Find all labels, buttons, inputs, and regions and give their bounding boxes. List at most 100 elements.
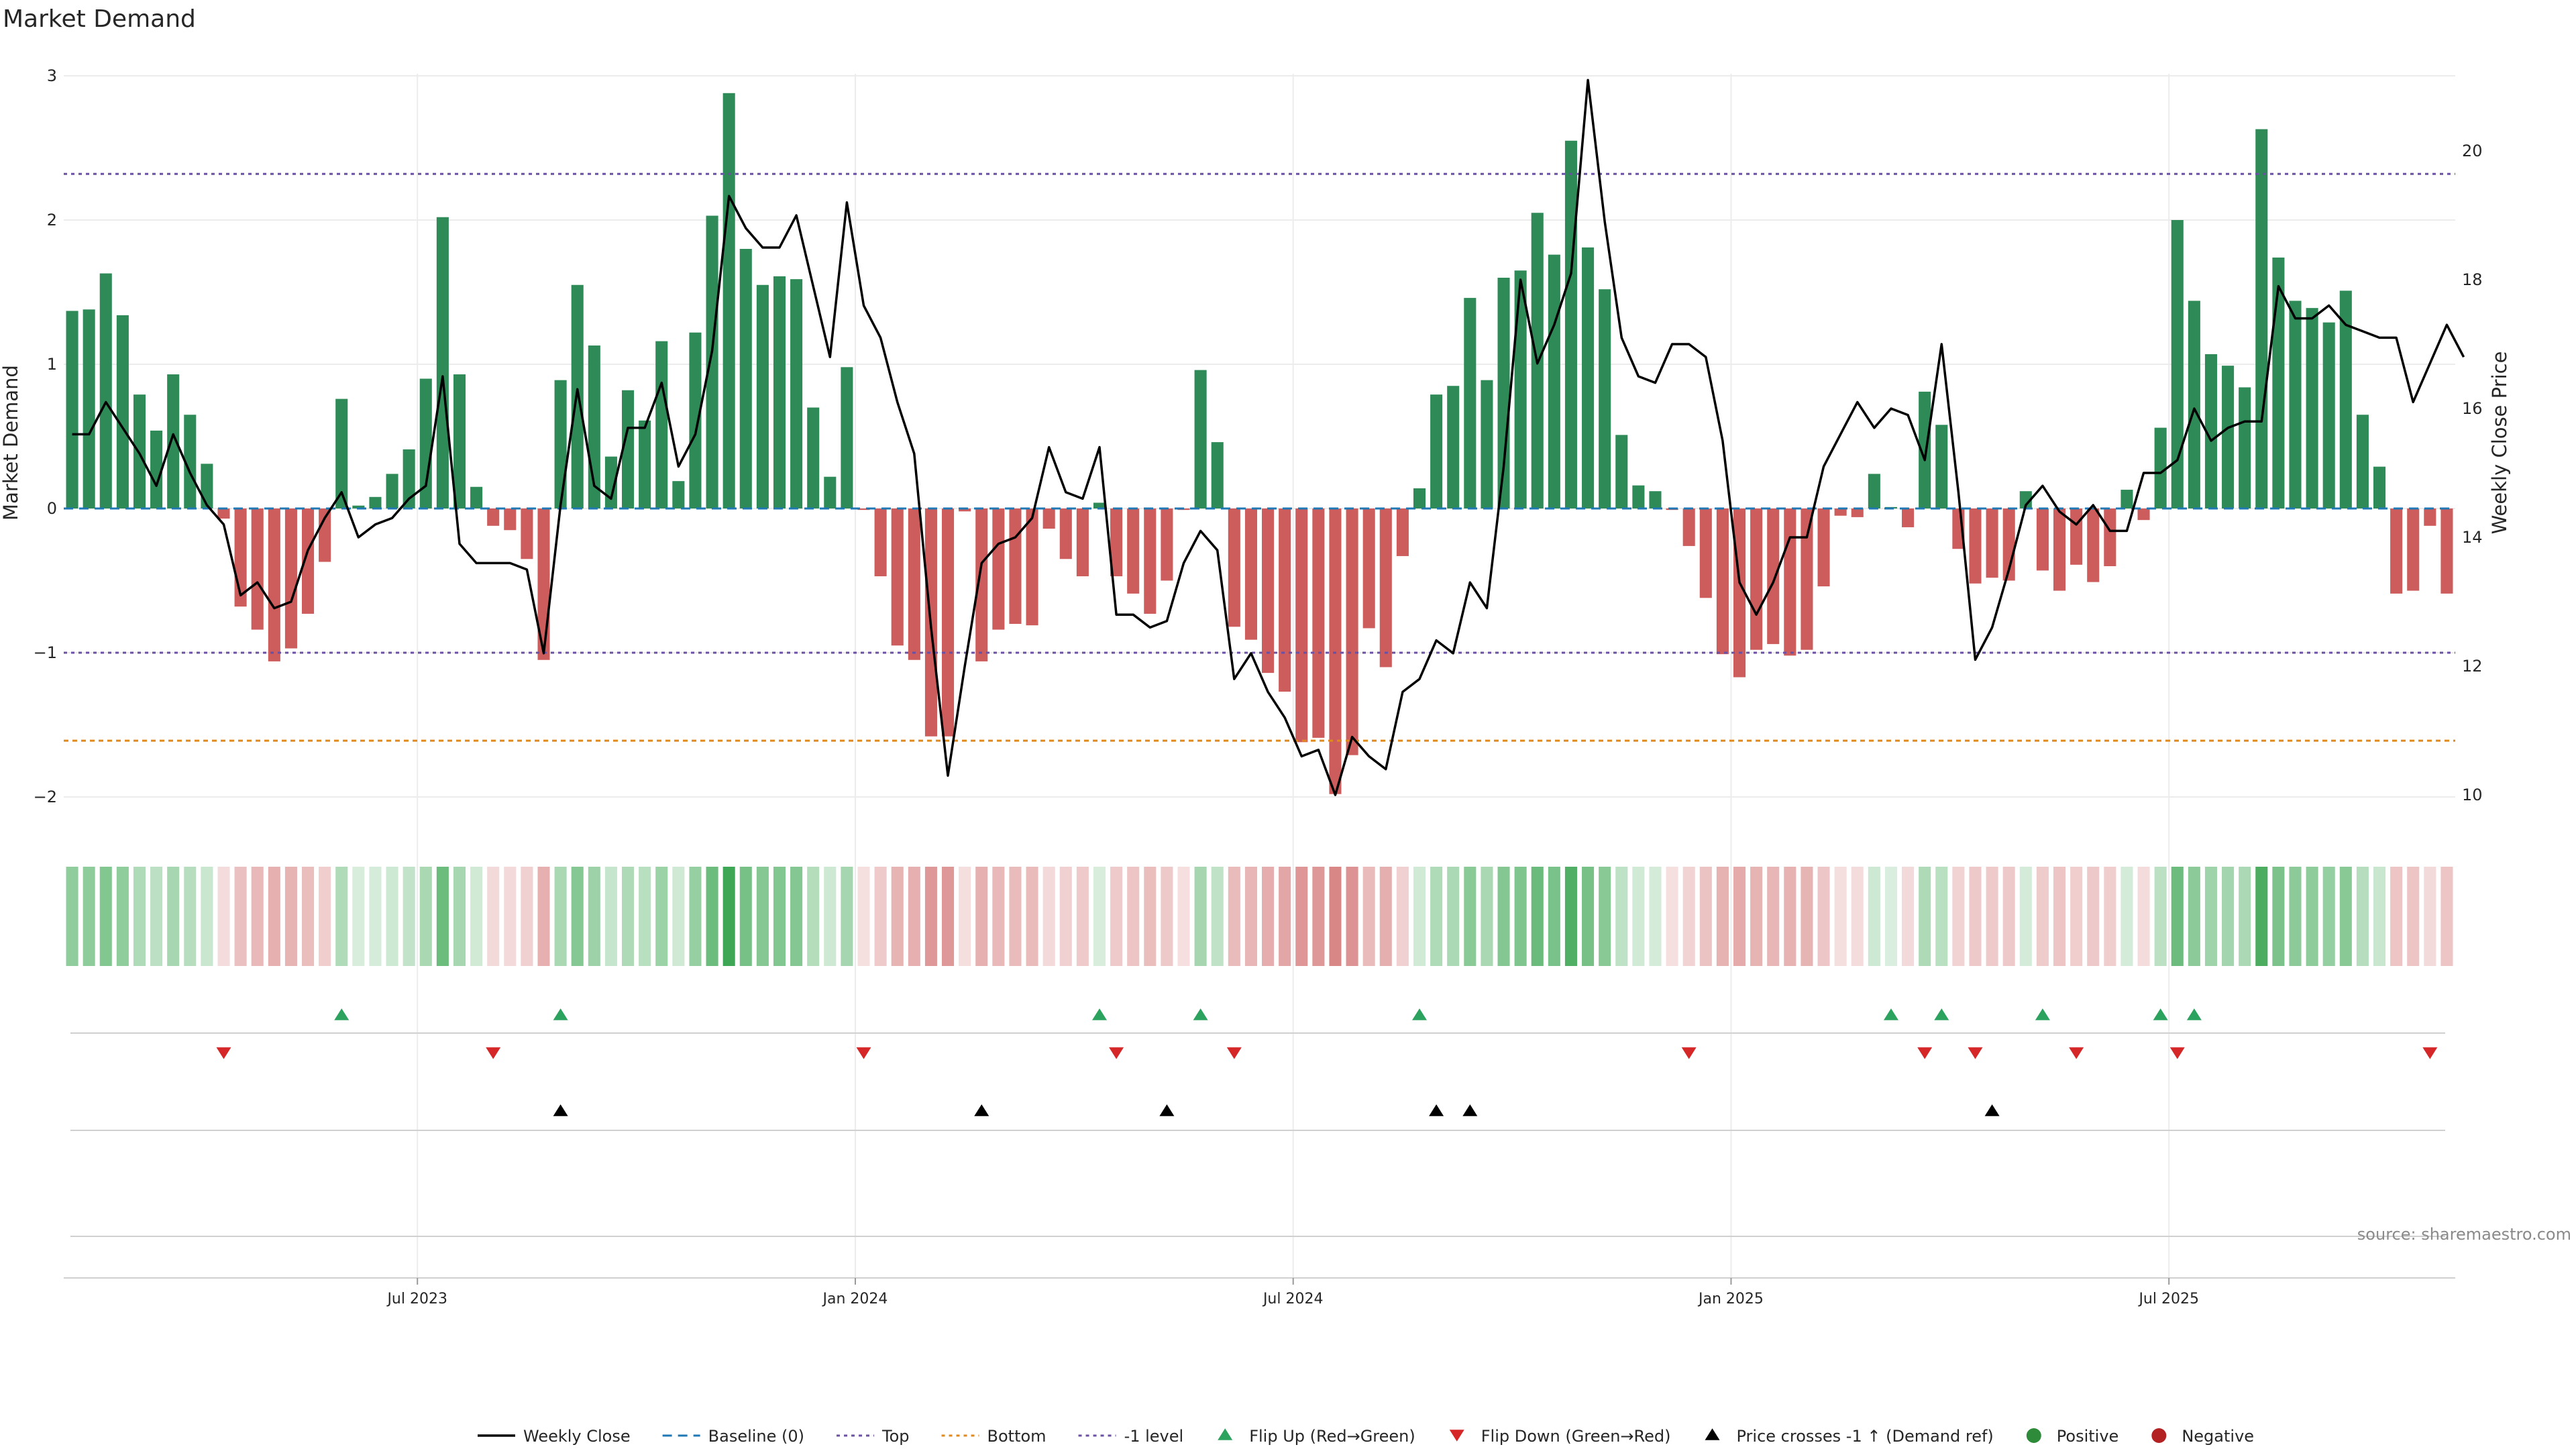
flip-up-marker	[1412, 1008, 1428, 1020]
strip-cell-positive	[402, 867, 415, 966]
demand-bar-positive	[1211, 442, 1224, 508]
legend-label: Top	[881, 1427, 910, 1446]
demand-bar-positive	[655, 341, 668, 508]
strip-cell-negative	[1952, 867, 1965, 966]
strip-cell-positive	[352, 867, 365, 966]
flip-up-marker	[2186, 1008, 2202, 1020]
demand-bar-positive	[807, 407, 820, 508]
demand-bar-positive	[2222, 366, 2235, 508]
strip-cell-negative	[268, 867, 280, 966]
strip-cell-negative	[908, 867, 920, 966]
demand-bar-negative	[1127, 508, 1140, 594]
strip-cell-negative	[2002, 867, 2015, 966]
strip-cell-negative	[1262, 867, 1275, 966]
demand-bar-positive	[2204, 354, 2218, 508]
strip-cell-positive	[201, 867, 213, 966]
demand-bar-positive	[1935, 425, 1948, 508]
strip-cell-positive	[1935, 867, 1948, 966]
demand-bar-negative	[874, 508, 887, 577]
flip-up-marker	[1883, 1008, 1898, 1020]
strip-cell-positive	[133, 867, 146, 966]
legend-label: Flip Down (Green→Red)	[1481, 1427, 1671, 1446]
strip-cell-positive	[1464, 867, 1477, 966]
flip-up-marker	[2153, 1008, 2168, 1020]
demand-bar-negative	[2053, 508, 2066, 591]
strip-cell-positive	[116, 867, 129, 966]
legend-item-positive: Positive	[2026, 1427, 2118, 1446]
strip-cell-negative	[234, 867, 247, 966]
strip-cell-negative	[1076, 867, 1089, 966]
demand-bar-negative	[251, 508, 264, 630]
strip-cell-positive	[604, 867, 617, 966]
legend-swatch-dot	[2026, 1428, 2041, 1443]
demand-bar-negative	[2440, 508, 2453, 594]
strip-cell-positive	[453, 867, 466, 966]
strip-cell-positive	[689, 867, 702, 966]
strip-cell-positive	[369, 867, 382, 966]
demand-bar-negative	[2087, 508, 2100, 582]
demand-bar-negative	[1750, 508, 1763, 650]
strip-cell-positive	[2289, 867, 2302, 966]
strip-cell-positive	[436, 867, 449, 966]
legend-label: Flip Up (Red→Green)	[1249, 1427, 1415, 1446]
strip-cell-negative	[1279, 867, 1291, 966]
strip-cell-positive	[2239, 867, 2251, 966]
demand-bar-positive	[453, 374, 466, 508]
demand-bar-negative	[1396, 508, 1409, 556]
strip-cell-positive	[2322, 867, 2335, 966]
strip-cell-positive	[1919, 867, 1931, 966]
demand-bar-negative	[217, 508, 230, 519]
price-cross-marker	[1429, 1104, 1444, 1116]
y-tick-left: −1	[34, 643, 57, 662]
demand-bar-positive	[1599, 289, 1611, 508]
flip-down-marker	[2169, 1047, 2185, 1059]
strip-cell-negative	[1144, 867, 1157, 966]
strip-cell-positive	[756, 867, 769, 966]
flip-down-marker	[216, 1047, 231, 1059]
strip-cell-positive	[639, 867, 651, 966]
y-tick-right: 18	[2462, 270, 2483, 289]
strip-cell-negative	[1127, 867, 1140, 966]
flip-up-marker	[553, 1008, 568, 1020]
demand-bar-positive	[1919, 391, 1931, 508]
demand-bar-positive	[470, 486, 483, 508]
demand-bar-positive	[1582, 247, 1595, 508]
demand-bar-negative	[1969, 508, 1982, 584]
strip-cell-positive	[2306, 867, 2318, 966]
strip-cell-positive	[588, 867, 600, 966]
demand-bar-negative	[521, 508, 533, 559]
strip-cell-positive	[773, 867, 786, 966]
grid-layer	[64, 74, 2455, 1278]
y-tick-left: 3	[47, 66, 57, 85]
y-axis-label-right: Weekly Close Price	[2488, 352, 2511, 535]
demand-bar-positive	[2154, 427, 2167, 508]
legend-item-bottom: Bottom	[941, 1427, 1046, 1446]
demand-bar-negative	[1228, 508, 1240, 627]
strip-cell-negative	[1346, 867, 1358, 966]
legend-item-weekly_close: Weekly Close	[478, 1427, 631, 1446]
demand-bar-negative	[1042, 508, 1055, 529]
y-tick-right: 16	[2462, 399, 2483, 418]
strip-cell-negative	[1902, 867, 1915, 966]
demand-bar-positive	[1497, 278, 1510, 508]
event-markers	[64, 1008, 2455, 1279]
demand-bar-negative	[942, 508, 955, 737]
strip-cell-negative	[301, 867, 315, 966]
strip-cell-positive	[790, 867, 803, 966]
strip-cell-negative	[1379, 867, 1392, 966]
y-tick-right: 12	[2462, 657, 2483, 676]
strip-cell-negative	[2407, 867, 2420, 966]
demand-bar-positive	[2171, 220, 2184, 508]
strip-cell-negative	[1177, 867, 1190, 966]
legend-swatch-triangle-up	[1218, 1428, 1233, 1440]
demand-bar-negative	[1834, 508, 1847, 516]
demand-bar-positive	[689, 332, 702, 508]
demand-bar-positive	[116, 315, 129, 508]
demand-bar-negative	[1161, 508, 1173, 581]
demand-bar-positive	[739, 249, 752, 508]
demand-bar-positive	[83, 309, 95, 508]
demand-bar-positive	[2356, 415, 2369, 508]
demand-bar-positive	[1564, 140, 1577, 508]
demand-bar-negative	[301, 508, 315, 614]
